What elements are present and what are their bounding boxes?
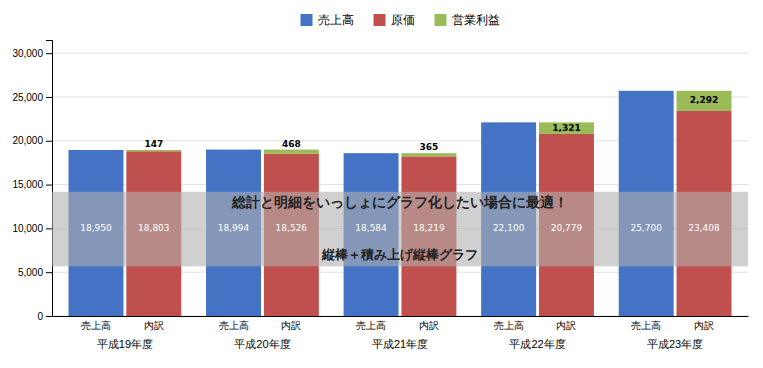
legend-label: 売上高 — [318, 13, 354, 27]
tick-mark — [46, 185, 52, 186]
data-label: 2,292 — [690, 95, 718, 105]
data-label: 468 — [282, 139, 301, 149]
tick-mark — [46, 316, 52, 317]
data-label: 18,526 — [276, 223, 308, 233]
data-label: 1,321 — [552, 123, 580, 133]
y-tick: 20,000 — [12, 135, 52, 146]
legend: 売上高 原価 営業利益 — [301, 13, 500, 27]
tick-label: 20,000 — [12, 135, 43, 146]
axis-line — [53, 316, 749, 317]
data-labels: 18,950 18,994 18,584 22,100 25,700 18,803 18,5… — [80, 95, 720, 233]
tick-label: 平成20年度 — [234, 338, 290, 350]
tick-mark — [46, 228, 52, 229]
data-label: 18,994 — [218, 223, 250, 233]
sub-tick-label: 売上高 — [494, 320, 524, 331]
sub-tick-label: 売上高 — [631, 320, 661, 331]
tick-label: 平成22年度 — [509, 338, 565, 350]
legend-item: 営業利益 — [435, 13, 500, 27]
tick-mark — [46, 53, 52, 54]
sub-tick-label: 売上高 — [356, 320, 386, 331]
sub-tick-label: 内訳 — [556, 320, 576, 331]
legend-item: 原価 — [374, 13, 415, 27]
bar — [539, 122, 594, 134]
y-tick: 5,000 — [18, 267, 52, 278]
annotation: 縦棒＋積み上げ縦棒グラフ — [321, 247, 478, 262]
tick-mark — [46, 141, 52, 142]
sub-tick-label: 内訳 — [694, 320, 714, 331]
tick-mark — [46, 272, 52, 273]
y-tick: 15,000 — [12, 179, 52, 190]
x-axis: 平成19年度 平成20年度 平成21年度 平成22年度 平成23年度 — [53, 316, 749, 350]
data-label: 23,408 — [688, 223, 720, 233]
sub-tick-label: 内訳 — [144, 320, 164, 331]
legend-label: 営業利益 — [452, 13, 500, 27]
legend-swatch — [435, 14, 447, 26]
y-tick: 10,000 — [12, 223, 52, 234]
data-label: 20,779 — [551, 223, 583, 233]
bar — [401, 153, 456, 156]
tick-label: 平成23年度 — [647, 338, 703, 350]
tick-label: 25,000 — [12, 92, 43, 103]
tick-label: 平成19年度 — [97, 338, 153, 350]
data-label: 18,584 — [355, 223, 387, 233]
legend-swatch — [374, 14, 386, 26]
grid-line — [52, 53, 748, 54]
tick-label: 5,000 — [18, 267, 43, 278]
tick-mark — [46, 97, 52, 98]
sub-tick-label: 内訳 — [281, 320, 301, 331]
y-tick: 0 — [37, 311, 52, 322]
y-tick: 30,000 — [12, 48, 52, 59]
annotation: 総計と明細をいっしょにグラフ化したい場合に最適！ — [231, 194, 568, 210]
data-label: 18,219 — [413, 223, 445, 233]
y-axis: 0 5,000 10,000 15,000 20,000 25,000 30,000 — [12, 41, 52, 322]
sub-tick-label: 売上高 — [81, 320, 111, 331]
y-tick: 25,000 — [12, 92, 52, 103]
legend-item: 売上高 — [301, 13, 354, 27]
watermark-band — [52, 192, 748, 267]
tick-label: 10,000 — [12, 223, 43, 234]
data-label: 18,950 — [80, 223, 112, 233]
bar — [677, 91, 732, 111]
plot: 0 5,000 10,000 15,000 20,000 25,000 30,000 平成19… — [12, 41, 748, 350]
legend-label: 原価 — [391, 13, 415, 27]
grid — [52, 53, 748, 316]
axis-line — [46, 41, 53, 317]
x-sub-labels: 売上高 内訳 売上高 内訳 売上高 内訳 売上高 内訳 売上高 内訳 — [81, 320, 714, 331]
data-label: 18,803 — [138, 223, 170, 233]
legend-swatch — [301, 14, 313, 26]
bar — [126, 150, 181, 151]
tick-label: 平成21年度 — [372, 338, 428, 350]
sub-tick-label: 売上高 — [219, 320, 249, 331]
data-label: 22,100 — [493, 223, 525, 233]
chart: 0 5,000 10,000 15,000 20,000 25,000 30,000 平成19… — [0, 0, 763, 368]
tick-label: 15,000 — [12, 179, 43, 190]
watermark: 総計と明細をいっしょにグラフ化したい場合に最適！ 縦棒＋積み上げ縦棒グラフ — [52, 192, 748, 267]
tick-label: 0 — [37, 311, 43, 322]
data-label: 25,700 — [630, 223, 662, 233]
sub-tick-label: 内訳 — [419, 320, 439, 331]
data-label: 365 — [420, 142, 439, 152]
bar — [264, 150, 319, 154]
data-label: 147 — [144, 139, 163, 149]
tick-label: 30,000 — [12, 48, 43, 59]
